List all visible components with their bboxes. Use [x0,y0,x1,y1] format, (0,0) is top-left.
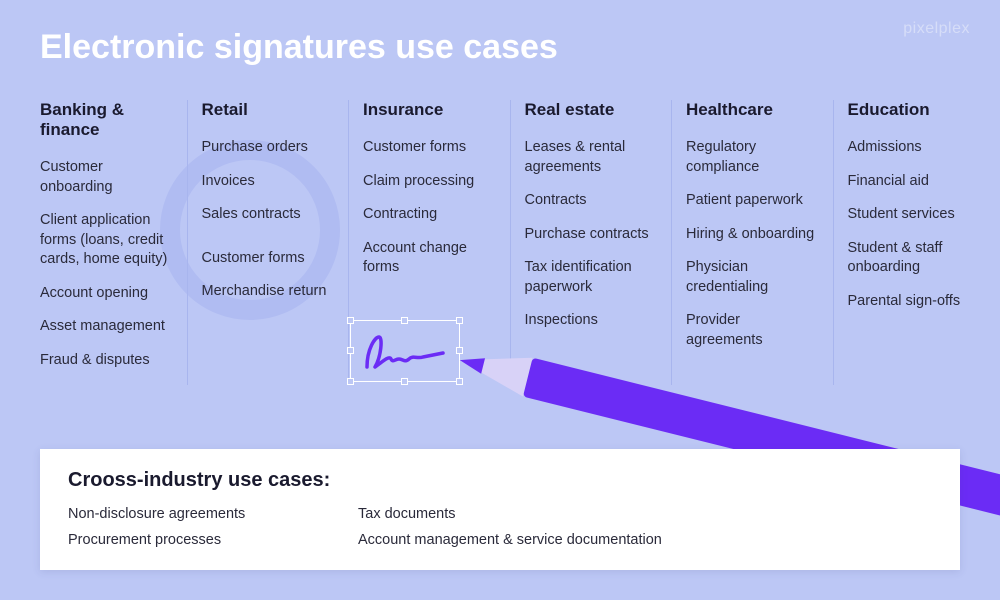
column-healthcare: Healthcare Regulatory compliance Patient… [672,100,834,385]
use-case-columns: Banking & finance Customer onboarding Cl… [40,100,980,385]
column-item: Account change forms [363,239,496,278]
cross-item: Tax documents [358,506,662,522]
column-item: Parental sign-offs [848,292,981,312]
brand-logo: pixelplex [903,20,970,38]
column-item: Admissions [848,138,981,158]
cross-col-2: Tax documents Account management & servi… [358,506,662,548]
column-item: Customer onboarding [40,158,173,197]
column-item: Leases & rental agreements [525,138,658,177]
column-item: Physician credentialing [686,258,819,297]
column-education: Education Admissions Financial aid Stude… [834,100,981,385]
column-header: Real estate [525,100,658,120]
cross-industry-title: Crooss-industry use cases: [68,469,932,492]
column-item: Merchandise return [202,282,335,302]
column-header: Banking & finance [40,100,173,140]
column-header: Insurance [363,100,496,120]
cross-col-1: Non-disclosure agreements Procurement pr… [68,506,358,548]
column-header: Retail [202,100,335,120]
column-item: Regulatory compliance [686,138,819,177]
resize-handle-icon [347,347,354,354]
page-title: Electronic signatures use cases [40,28,558,67]
column-item: Client application forms (loans, credit … [40,211,173,270]
column-item: Purchase orders [202,138,335,158]
column-item: Financial aid [848,172,981,192]
column-item: Patient paperwork [686,191,819,211]
cross-item: Account management & service documentati… [358,532,662,548]
column-item: Account opening [40,284,173,304]
column-header: Healthcare [686,100,819,120]
resize-handle-icon [456,317,463,324]
column-item: Claim processing [363,172,496,192]
column-item: Provider agreements [686,311,819,350]
column-item: Customer forms [202,249,335,269]
cross-industry-items: Non-disclosure agreements Procurement pr… [68,506,932,548]
column-item: Contracting [363,205,496,225]
signature-icon [361,329,449,373]
signature-selection-box [350,320,460,382]
column-header: Education [848,100,981,120]
cross-industry-box: Crooss-industry use cases: Non-disclosur… [40,449,960,570]
resize-handle-icon [347,317,354,324]
column-item: Contracts [525,191,658,211]
column-item: Tax identification paperwork [525,258,658,297]
column-item: Student & staff onboarding [848,239,981,278]
column-item: Customer forms [363,138,496,158]
column-real-estate: Real estate Leases & rental agreements C… [511,100,673,385]
column-item: Student services [848,205,981,225]
column-item: Fraud & disputes [40,351,173,371]
column-item: Asset management [40,317,173,337]
column-item: Inspections [525,311,658,331]
column-item: Invoices [202,172,335,192]
column-retail: Retail Purchase orders Invoices Sales co… [188,100,350,385]
cross-item: Procurement processes [68,532,358,548]
column-item: Hiring & onboarding [686,225,819,245]
resize-handle-icon [401,317,408,324]
column-item: Purchase contracts [525,225,658,245]
cross-item: Non-disclosure agreements [68,506,358,522]
column-item: Sales contracts [202,205,335,225]
resize-handle-icon [347,378,354,385]
resize-handle-icon [401,378,408,385]
column-banking-finance: Banking & finance Customer onboarding Cl… [40,100,188,385]
